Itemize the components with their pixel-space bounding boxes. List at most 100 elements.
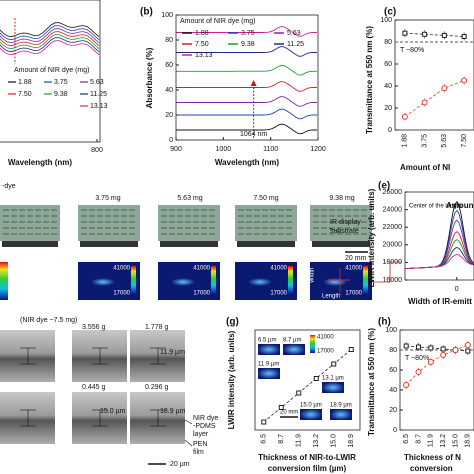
marker [416, 344, 421, 350]
thermal-inset [300, 409, 322, 420]
mass-label: 7.50 mg [253, 195, 278, 202]
x-tick-label: 8.7 [278, 434, 285, 444]
photo-base [160, 241, 218, 247]
curve [176, 96, 317, 107]
inset-label: 18.9 µm [330, 403, 352, 409]
colorbar-label: 41000 [345, 266, 362, 272]
x-tick-label: 18.9 [465, 434, 472, 448]
arrow-head [250, 80, 257, 86]
legend-title: Amoun [446, 201, 474, 210]
width-label: Width [310, 268, 316, 283]
x-label: Wavelength (nm) [8, 158, 72, 167]
layer [0, 22, 474, 444]
layer-label: layer [193, 431, 209, 438]
legend-label: 9.38 [54, 91, 68, 98]
x-tick-label: 1100 [263, 146, 278, 153]
frame [175, 14, 319, 141]
point [261, 419, 267, 425]
sem-image [0, 392, 55, 444]
marker [452, 347, 459, 353]
photo-base [80, 241, 138, 247]
x-label: Thickness of NIR-to-LWIR [258, 453, 356, 462]
y-tick-label: 0 [393, 427, 397, 434]
colorbar-label: 17000 [317, 349, 334, 355]
marker [427, 359, 434, 365]
marker [441, 32, 447, 38]
weight-label: 0.296 g [145, 384, 168, 391]
annotation: T ~80% [400, 47, 424, 54]
colorbar-label: 17000 [270, 291, 287, 297]
colorbar-label: 17000 [193, 291, 210, 297]
curve [176, 64, 317, 76]
y-label: Transmittance at 550 nm (%) [365, 26, 374, 134]
marker [403, 343, 409, 349]
photo-base [2, 241, 58, 247]
mass-label: 9.38 mg [329, 195, 354, 202]
colorbar-label: 17000 [345, 291, 362, 297]
substrate-label: substrate [330, 228, 359, 235]
thickness-label: 15.0 µm [100, 408, 126, 415]
y-label: LWIR intensity (arb. units) [367, 188, 376, 287]
panel-label: (h) [378, 317, 391, 328]
y-tick-label: 16000 [383, 277, 403, 284]
y-tick-label: 60 [384, 61, 392, 68]
y-tick-label: 80 [389, 347, 397, 354]
colorbar [363, 266, 368, 294]
legend-label: 13.13 [90, 103, 108, 110]
marker [402, 30, 408, 36]
colorbar [310, 335, 315, 353]
panel-label: (g) [226, 317, 239, 328]
x-tick-label: 1000 [216, 146, 232, 153]
y-tick-label: 18000 [383, 259, 403, 266]
curve [0, 22, 100, 38]
y-label: LWIR intensity (arb. units) [227, 330, 236, 429]
curve [0, 25, 100, 41]
pointer [328, 227, 341, 233]
y-tick-label: 0 [169, 137, 173, 144]
marker [440, 352, 447, 358]
trend-line [404, 80, 465, 118]
legend-label: 3.75 [54, 79, 68, 86]
inset-label: 6.5 µm [258, 338, 276, 344]
marker [422, 31, 428, 37]
y-tick-label: 20000 [383, 242, 403, 249]
marker [465, 348, 471, 354]
y-tick-label: 26000 [383, 189, 403, 196]
x-tick-label: 11.9 [296, 434, 303, 447]
thermal-inset [283, 344, 305, 355]
length-label: Length [322, 294, 340, 300]
x-tick-label: 800 [91, 147, 103, 154]
x-label: Width of IR-emitt [408, 297, 472, 306]
colorbar [288, 266, 293, 294]
curve [0, 34, 100, 50]
thermal-inset [330, 409, 352, 420]
pointer [184, 439, 193, 447]
frame [0, 0, 101, 143]
hotspot [171, 278, 195, 286]
x-tick-label: 900 [170, 146, 182, 153]
weight-label: 3.556 g [82, 324, 105, 331]
x-label: conversion film (µm) [268, 464, 347, 473]
annotation: T ~80% [405, 355, 429, 362]
layer-label: -PDMS [193, 423, 216, 430]
curve [176, 46, 317, 57]
curve [404, 254, 474, 270]
trend-line [405, 344, 468, 386]
x-tick-label: 7.50 [461, 134, 468, 148]
photo-base [237, 241, 295, 247]
y-tick-label: 20 [389, 407, 397, 414]
x-tick-label: 3.75 [421, 134, 428, 148]
legend-label: 7.50 [195, 41, 209, 48]
point [313, 376, 319, 381]
trend-line [404, 32, 465, 37]
curve [0, 31, 100, 47]
panel-label: (b) [140, 7, 153, 18]
point [278, 405, 284, 410]
x-label: conversion [410, 464, 453, 473]
thickness-label: 18.9 µm [160, 408, 186, 415]
x-tick-label: 6.5 [403, 434, 410, 444]
point [296, 390, 302, 396]
caption: -dye [2, 183, 16, 190]
panel-label: (c) [384, 7, 396, 18]
pointer [184, 419, 193, 425]
